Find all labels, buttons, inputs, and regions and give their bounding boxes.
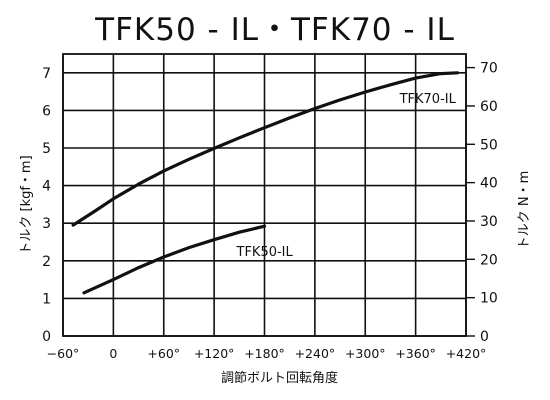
series-line-tfk50-il xyxy=(82,224,267,295)
y-left-tick-label: 1 xyxy=(42,291,51,307)
x-tick-label: −60° xyxy=(47,346,80,361)
y-right-tick-label: 60 xyxy=(480,99,498,115)
y-right-tick-label: 10 xyxy=(480,291,498,307)
y-left-tick-label: 5 xyxy=(42,141,51,157)
x-tick-label: 0 xyxy=(109,346,117,361)
y-left-tick-label: 7 xyxy=(42,66,51,82)
axis-layer xyxy=(62,53,475,337)
chart-title: TFK50 - IL・TFK70 - IL xyxy=(95,12,455,48)
series-line-tfk70-il xyxy=(71,71,460,227)
y-right-axis-title: トルク N・m xyxy=(517,171,532,250)
y-left-tick-label: 6 xyxy=(42,103,51,119)
y-right-tick-label: 0 xyxy=(480,329,489,345)
x-tick-label: +240° xyxy=(295,346,336,361)
y-right-tick-label: 50 xyxy=(480,137,498,153)
y-left-tick-label: 0 xyxy=(42,329,51,345)
y-right-tick-label: 70 xyxy=(480,61,498,77)
plot-frame xyxy=(62,53,467,337)
x-tick-label: +60° xyxy=(147,346,180,361)
x-tick-label: +180° xyxy=(244,346,285,361)
y-right-tick-label: 40 xyxy=(480,176,498,192)
y-left-axis-title: トルク [kgf・m] xyxy=(19,155,34,254)
x-tick-label: +420° xyxy=(446,346,487,361)
y-right-tick-label: 30 xyxy=(480,214,498,230)
series-label-tfk70-il: TFK70-IL xyxy=(399,92,457,107)
x-tick-label: +300° xyxy=(345,346,386,361)
y-left-tick-label: 2 xyxy=(42,254,51,270)
x-tick-label: +360° xyxy=(395,346,436,361)
series-label-tfk50-il: TFK50-IL xyxy=(236,245,294,260)
x-tick-label: +120° xyxy=(194,346,235,361)
series-layer xyxy=(71,71,460,295)
y-left-tick-label: 3 xyxy=(42,216,51,232)
y-left-tick-label: 4 xyxy=(42,179,51,195)
x-axis-title: 調節ボルト回転角度 xyxy=(221,370,338,386)
y-right-tick-label: 20 xyxy=(480,252,498,268)
